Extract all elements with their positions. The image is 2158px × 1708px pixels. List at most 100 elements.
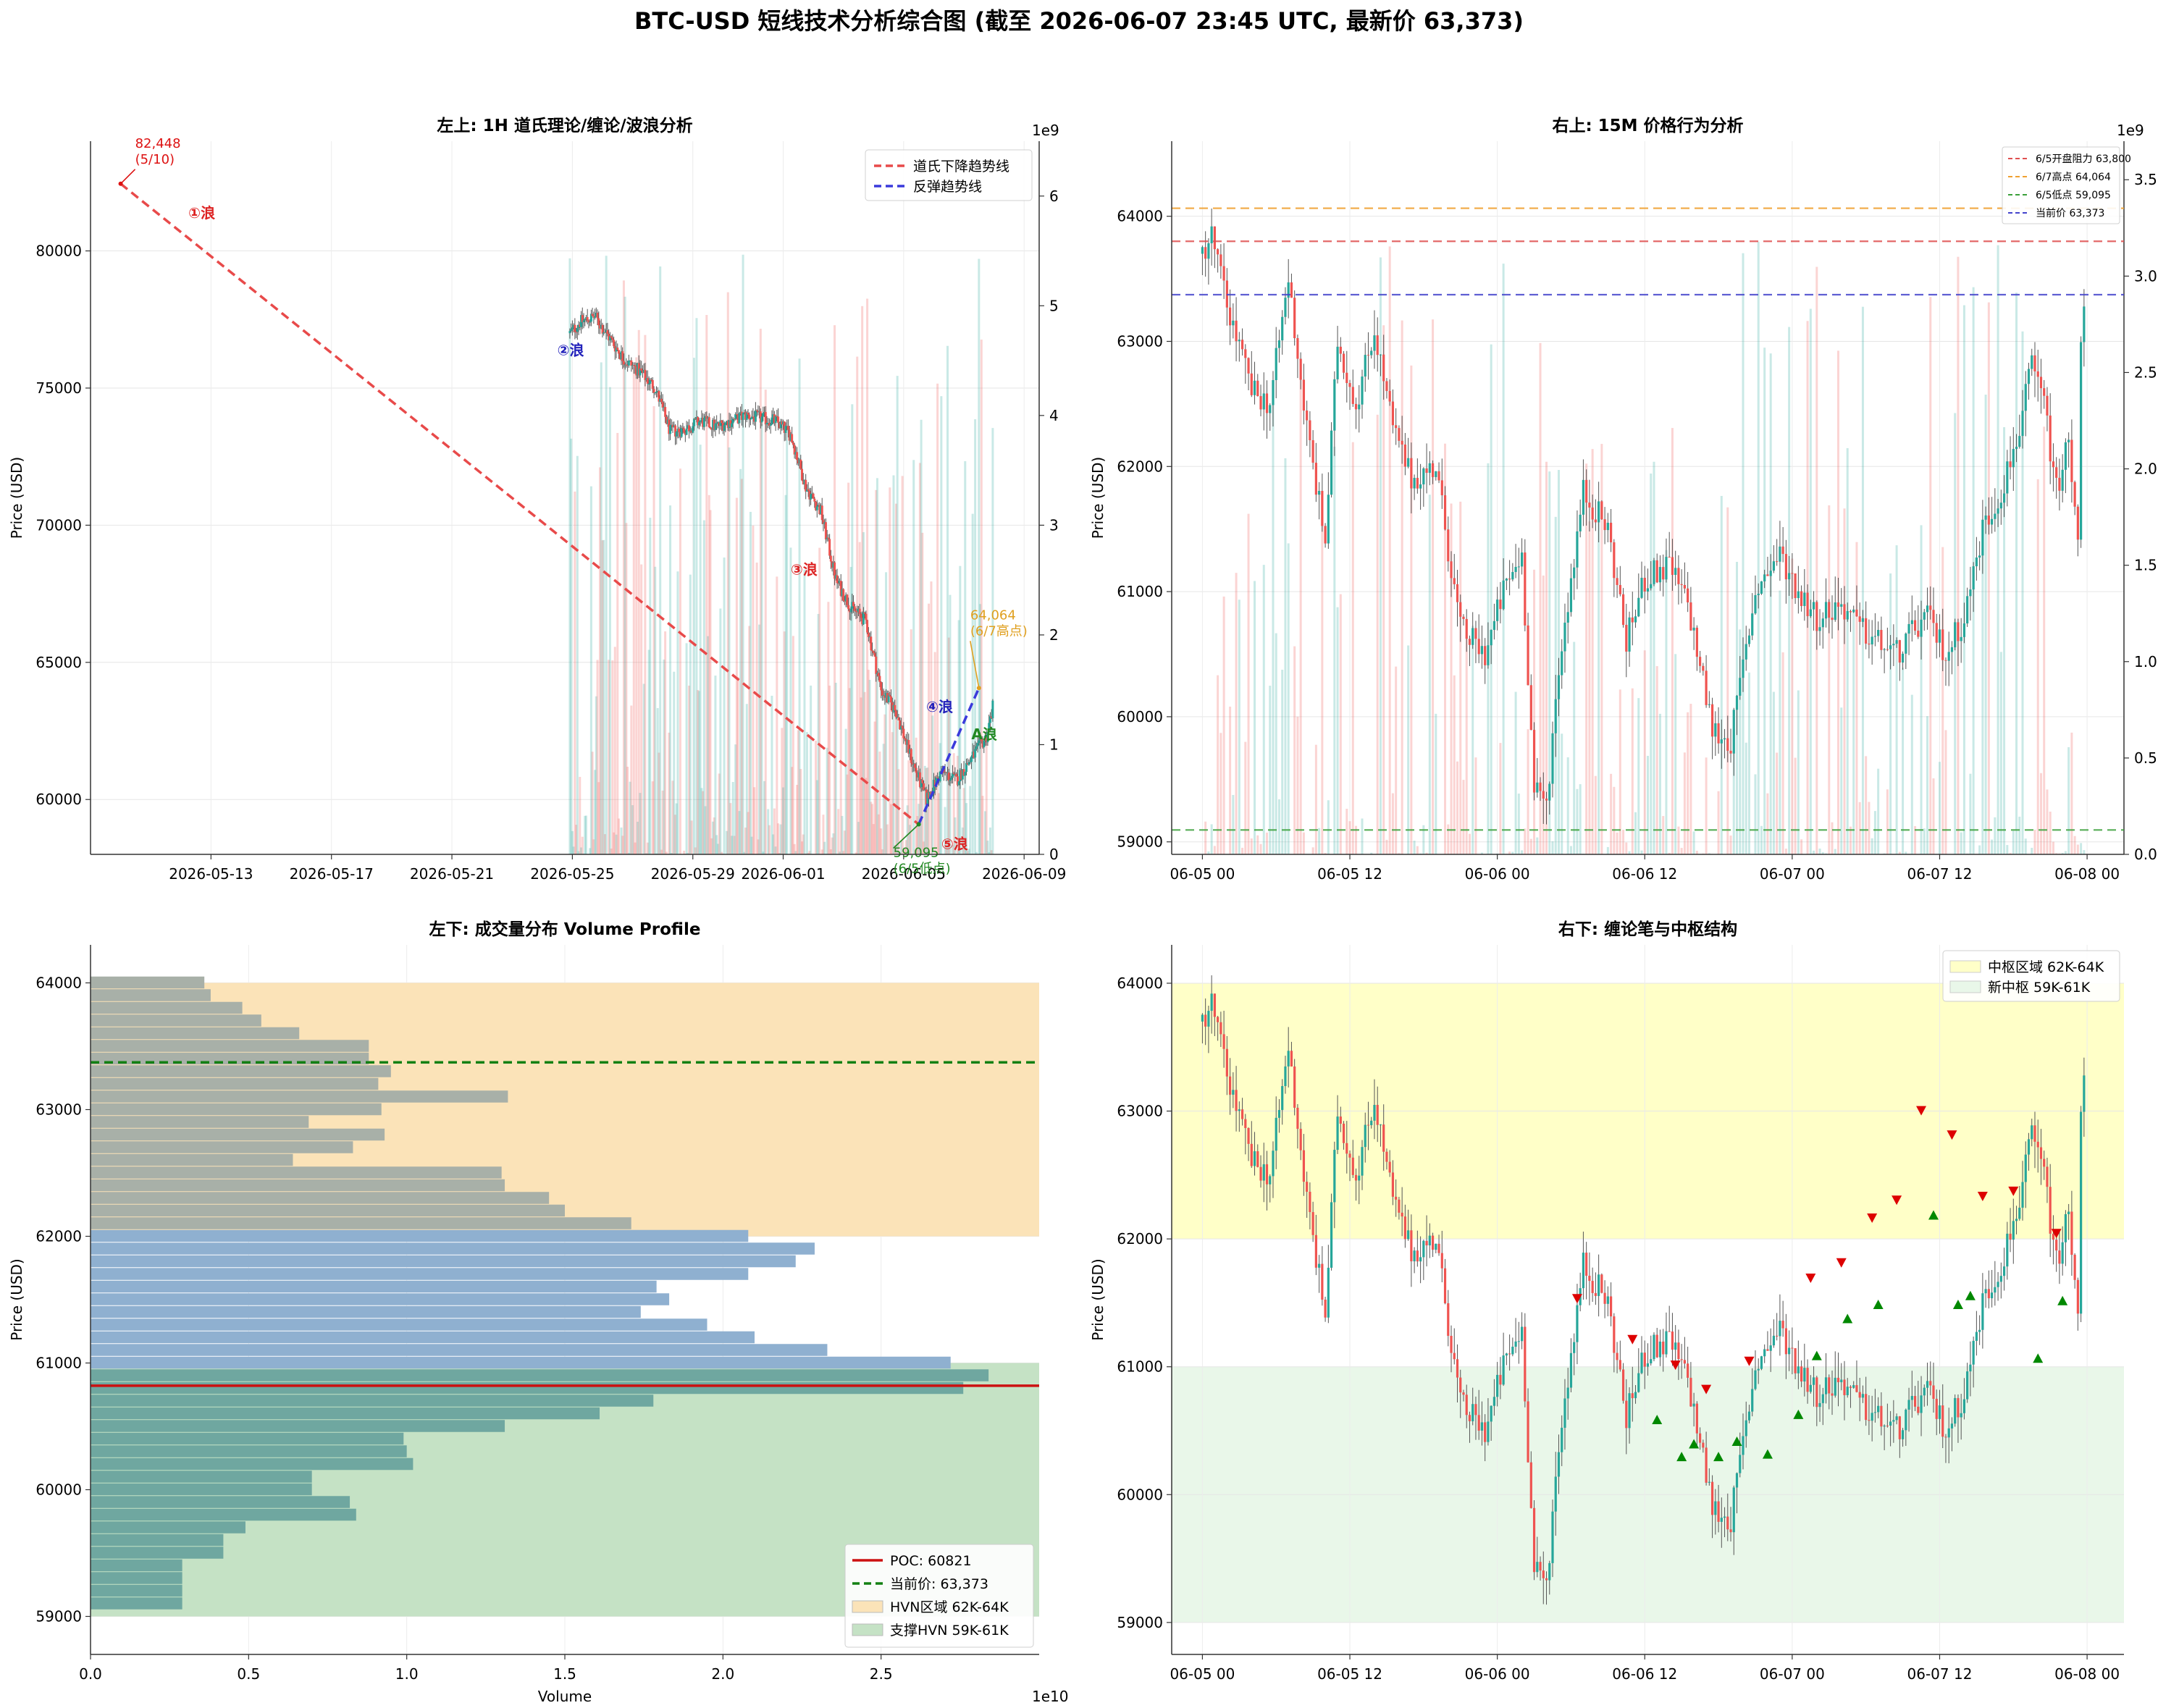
candle-body	[714, 424, 716, 430]
candle-body	[1760, 581, 1763, 594]
candle-body	[1459, 602, 1461, 617]
candle-body	[1770, 571, 1772, 576]
candle-body	[582, 320, 584, 322]
volume-bar	[1889, 573, 1892, 854]
volume-bar	[654, 567, 656, 854]
candle-body	[1677, 568, 1679, 584]
volume-bar	[703, 521, 705, 854]
candle-body	[1729, 751, 1731, 754]
volume-bar	[2033, 830, 2036, 854]
candle-body	[2077, 1280, 2079, 1314]
candle-body	[1742, 1436, 1744, 1455]
x-tick-label: 06-06 00	[1465, 1665, 1530, 1683]
candle-body	[1800, 1366, 1802, 1381]
candle-body	[1407, 1230, 1409, 1239]
candle-body	[1754, 1371, 1756, 1389]
candle-body	[1640, 1352, 1642, 1373]
candle-body	[1978, 555, 1981, 558]
candle-body	[1681, 1359, 1683, 1360]
y-tick-label: 60000	[1117, 1486, 1163, 1503]
volume-bar	[1214, 846, 1216, 854]
candle-body	[1462, 1392, 1464, 1394]
volume-bar	[1524, 828, 1526, 854]
volume-bar	[2074, 836, 2076, 854]
candle-body	[664, 407, 666, 417]
candle-body	[1214, 993, 1216, 1017]
candle-body	[1269, 405, 1271, 413]
volume-bar	[1349, 821, 1351, 854]
candle-body	[1385, 381, 1387, 391]
candle-body	[1705, 1447, 1707, 1482]
volume-profile-bar	[91, 1433, 403, 1445]
volume-bar	[1303, 833, 1305, 854]
candle-body	[693, 418, 695, 426]
candle-body	[1877, 1406, 1879, 1413]
candle-body	[866, 620, 868, 632]
volume-bar	[1763, 348, 1766, 854]
volume-bar	[1779, 591, 1781, 854]
volume-bar	[644, 335, 646, 854]
candle-body	[1613, 542, 1615, 578]
candle-body	[1815, 602, 1818, 631]
candle-body	[1333, 379, 1335, 431]
candle-body	[1800, 592, 1802, 606]
candle-body	[827, 538, 829, 539]
candle-body	[1536, 1562, 1538, 1572]
candle-body	[1625, 625, 1627, 652]
candle-body	[1466, 619, 1468, 639]
candle-body	[1573, 568, 1575, 579]
candle-body	[1843, 1379, 1845, 1395]
volume-bar	[1232, 795, 1234, 854]
candle-body	[715, 423, 718, 424]
candle-body	[2018, 1208, 2020, 1219]
volume-tick-label: 1.5	[2134, 557, 2157, 574]
candle-body	[731, 424, 733, 427]
candle-body	[1997, 1282, 1999, 1287]
volume-bar	[1985, 395, 1987, 854]
candle-body	[662, 402, 664, 408]
candle-body	[1435, 1244, 1437, 1250]
volume-bar	[1923, 828, 1926, 854]
volume-bar	[1742, 253, 1745, 854]
candle-body	[660, 399, 663, 403]
volume-bar	[1536, 838, 1538, 854]
candle-body	[1555, 1476, 1557, 1511]
candle-body	[813, 499, 815, 502]
volume-bar	[1810, 308, 1812, 854]
y-axis-label: Price (USD)	[8, 457, 25, 539]
candle-body	[1367, 1125, 1369, 1126]
candle-body	[1570, 1353, 1572, 1388]
candle-body	[1693, 628, 1695, 631]
legend-swatch	[852, 1601, 883, 1612]
candle-body	[1976, 1332, 1978, 1341]
volume-bar	[1760, 826, 1763, 854]
candle-body	[1582, 1253, 1584, 1288]
candle-body	[1321, 491, 1323, 526]
candle-body	[1263, 393, 1265, 409]
volume-bar	[1327, 800, 1330, 854]
volume-bar	[1377, 415, 1379, 854]
candle-body	[654, 392, 656, 393]
candle-body	[1370, 1121, 1372, 1125]
volume-bar	[828, 686, 831, 854]
volume-bar	[1960, 833, 1962, 854]
candle-body	[1404, 445, 1406, 467]
volume-bar	[1447, 825, 1449, 854]
candle-body	[1506, 579, 1508, 581]
candle-body	[1576, 1305, 1578, 1342]
candle-body	[1487, 1421, 1489, 1442]
volume-bar	[1902, 668, 1904, 854]
candle-body	[1333, 1150, 1335, 1202]
volume-bar	[1745, 743, 1747, 854]
volume-bar	[585, 816, 587, 854]
candle-body	[1597, 501, 1600, 522]
candle-body	[1957, 1398, 1959, 1418]
y-axis-label: Price (USD)	[8, 1258, 25, 1341]
candle-body	[1892, 644, 1894, 645]
candle-body	[1850, 611, 1852, 613]
candle-body	[592, 314, 594, 316]
candle-body	[1886, 649, 1889, 650]
candle-body	[1429, 1236, 1431, 1245]
candle-body	[708, 417, 710, 427]
volume-bar	[1345, 809, 1348, 854]
